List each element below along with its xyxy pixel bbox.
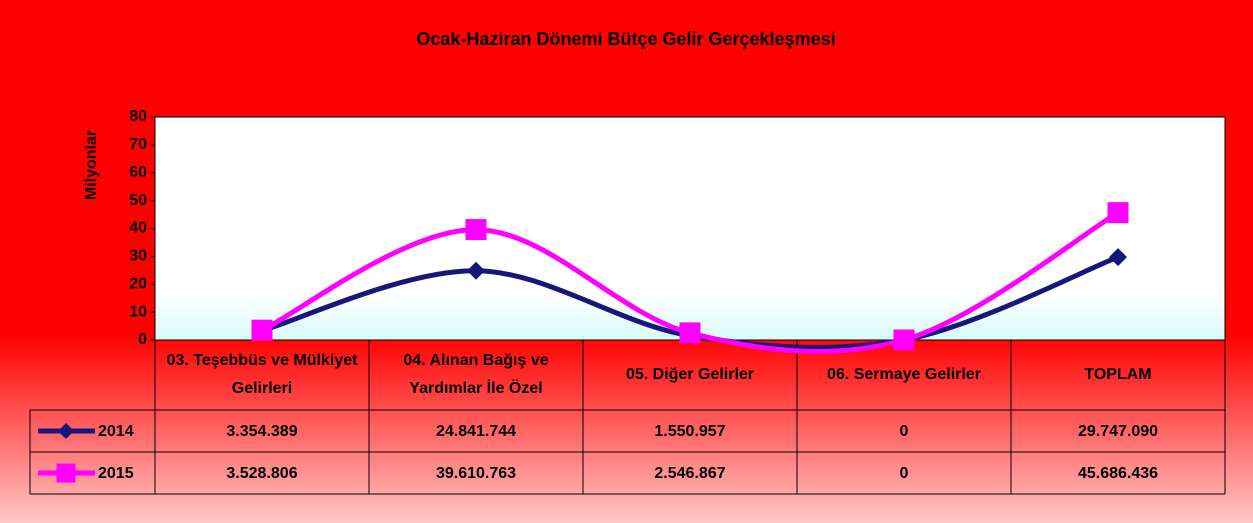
marker (56, 463, 76, 483)
y-tick-label: 60 (129, 164, 147, 181)
value-label: 39.610.763 (436, 465, 516, 482)
value-label: 0 (900, 423, 909, 440)
value-label: 2.546.867 (654, 465, 725, 482)
y-tick-label: 0 (138, 331, 147, 348)
y-tick-label: 30 (129, 248, 147, 265)
value-label: 3.354.389 (226, 423, 297, 440)
category-cell: 06. Sermaye Gelirler (827, 366, 981, 383)
marker (467, 261, 485, 280)
plot-area (154, 116, 1226, 341)
category-label: 03. Teşebbüs ve Mülkiyet Gelirleri (166, 352, 358, 397)
value-label: 0 (900, 465, 909, 482)
category-label: 05. Diğer Gelirler (625, 366, 755, 383)
category-cell: 05. Diğer Gelirler (625, 366, 755, 383)
marker (1109, 248, 1127, 267)
marker (465, 219, 487, 241)
category-label: TOPLAM (1084, 366, 1152, 383)
marker (679, 322, 701, 344)
y-tick-label: 50 (129, 192, 147, 209)
y-tick-label: 80 (129, 108, 147, 125)
value-label: 1.550.957 (654, 423, 725, 440)
category-label: 06. Sermaye Gelirler (827, 366, 981, 383)
marker (58, 423, 74, 439)
value-label: 24.841.744 (436, 423, 516, 440)
y-tick-label: 70 (129, 136, 147, 153)
y-tick-label: 40 (129, 220, 147, 237)
legend-label: 2014 (98, 423, 134, 440)
category-cell: TOPLAM (1084, 366, 1152, 383)
marker (893, 329, 915, 351)
y-tick-label: 10 (129, 303, 147, 320)
marker (1107, 202, 1129, 224)
category-cell: 03. Teşebbüs ve Mülkiyet Gelirleri (166, 352, 358, 397)
value-label: 45.686.436 (1078, 465, 1158, 482)
y-tick-label: 20 (129, 275, 147, 292)
chart-title: Ocak-Haziran Dönemi Bütçe Gelir Gerçekle… (416, 29, 835, 49)
value-label: 29.747.090 (1078, 423, 1158, 440)
y-axis-label: Milyonlar (83, 130, 100, 200)
category-cell: 04. Alınan Bağış ve Yardımlar İle Özel (403, 352, 549, 397)
legend-label: 2015 (98, 465, 134, 482)
value-label: 3.528.806 (226, 465, 297, 482)
category-label: 04. Alınan Bağış ve Yardımlar İle Özel (403, 352, 549, 397)
marker (251, 319, 273, 341)
